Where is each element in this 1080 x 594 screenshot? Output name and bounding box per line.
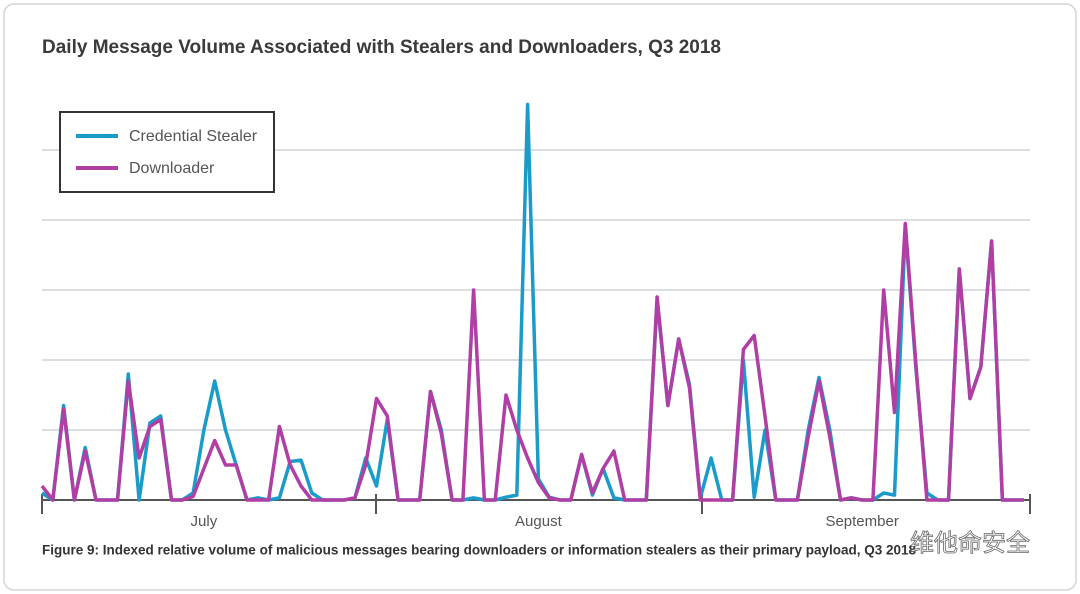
legend-box [59,111,275,193]
legend-label: Downloader [129,160,215,177]
frame [3,3,1077,591]
legend-label: Credential Stealer [129,128,258,145]
caption: Figure 9: Indexed relative volume of mal… [42,543,917,558]
series-line [40,221,1024,502]
x-tick-label: September [825,513,898,530]
watermark: 维他命安全 [910,529,1030,557]
x-tick-label: July [191,513,218,530]
legend: Credential Stealer Downloader [59,111,275,193]
chart-title: Daily Message Volume Associated with Ste… [42,37,721,58]
x-tick-label: August [515,513,563,530]
